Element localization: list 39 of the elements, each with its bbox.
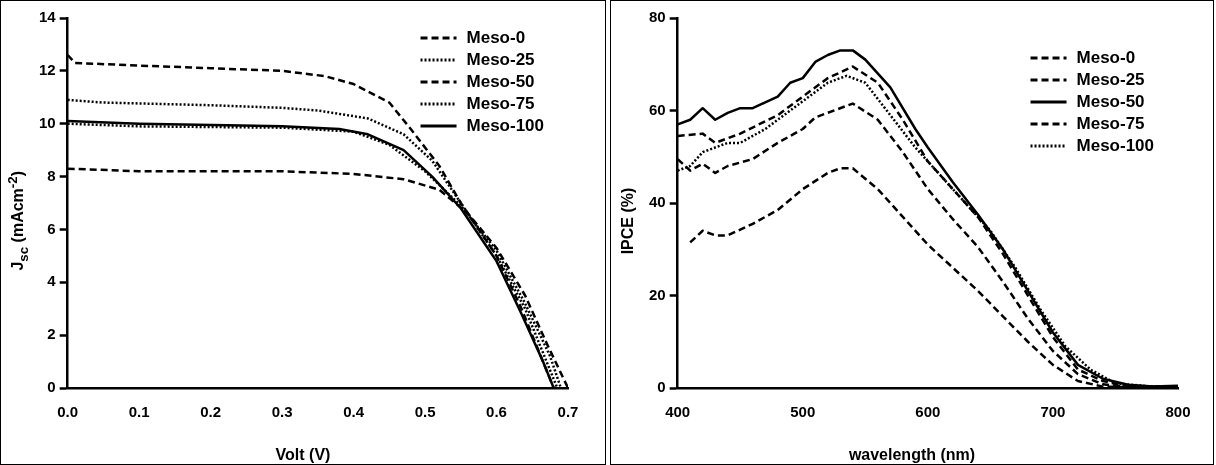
x-tick-label: 0.1 [128,403,150,421]
legend-label: Meso-0 [466,27,526,47]
x-tick-label: 0.3 [271,403,293,421]
y-tick-label: 14 [39,8,57,26]
y-tick-label: 6 [47,219,56,237]
x-tick-label: 0.4 [343,403,365,421]
y-tick-label: 2 [47,325,56,343]
y-tick-label: 10 [39,113,56,131]
legend-label: Meso-100 [466,115,544,135]
x-tick-label: 800 [1165,403,1191,421]
y-tick-label: 40 [649,193,666,211]
y-tick-label: 60 [649,100,666,118]
legend-label: Meso-50 [466,71,535,91]
legend-label: Meso-25 [466,49,535,69]
y-tick-label: 12 [39,61,56,78]
x-tick-label: 500 [790,403,816,421]
x-tick-label: 600 [915,403,941,421]
x-tick-label: 0.0 [57,403,79,421]
y-tick-label: 4 [47,272,57,290]
x-axis-title: Volt (V) [274,446,332,464]
x-tick-label: 0.7 [557,403,579,421]
x-tick-label: 0.6 [486,403,507,421]
legend-label: Meso-0 [1076,47,1136,67]
legend-label: Meso-75 [1076,113,1145,133]
x-tick-label: 0.2 [200,403,222,421]
y-tick-label: 0 [47,378,56,396]
y-tick-label: 20 [649,285,666,303]
y-tick-label: 8 [47,166,56,184]
x-axis-title: wavelength (nm) [847,446,977,464]
legend-label: Meso-100 [1076,135,1154,155]
y-tick-label: 0 [657,378,666,396]
y-axis-title: IPCE (%) [619,187,637,255]
x-tick-label: 0.5 [414,403,436,421]
y-tick-label: 80 [649,8,666,26]
x-tick-label: 400 [665,403,691,421]
legend-label: Meso-50 [1076,91,1145,111]
x-tick-label: 700 [1040,403,1066,421]
legend-label: Meso-25 [1076,69,1145,89]
legend-label: Meso-75 [466,93,535,113]
